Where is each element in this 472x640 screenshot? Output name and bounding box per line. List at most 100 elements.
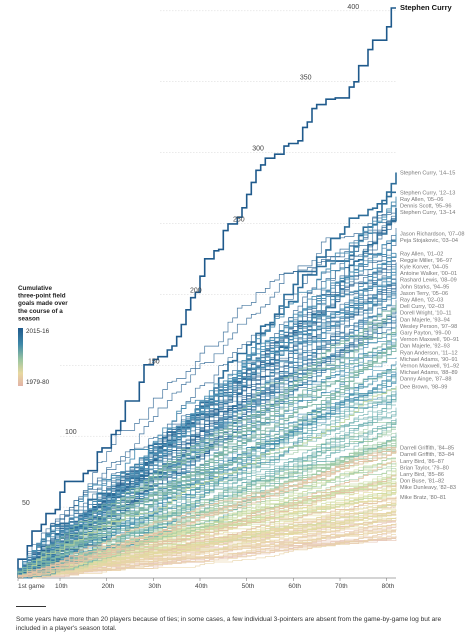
legend-title-line: goals made over bbox=[18, 300, 68, 307]
y-tick-100: 100 bbox=[65, 429, 77, 436]
legend-title-line: the course of a bbox=[18, 308, 63, 315]
footnote: Some years have more than 20 players bec… bbox=[16, 616, 442, 632]
series-label-5: Stephen Curry, '13–14 bbox=[400, 210, 455, 216]
season-line bbox=[17, 420, 397, 578]
series-label-17: Dorell Wright, '10–11 bbox=[400, 311, 452, 317]
series-label-23: Ryan Anderson, '11–12 bbox=[400, 350, 458, 356]
season-line bbox=[18, 510, 396, 579]
y-tick-400: 400 bbox=[347, 4, 359, 11]
series-line-28 bbox=[17, 386, 397, 578]
season-line bbox=[17, 534, 396, 578]
season-line bbox=[18, 511, 396, 579]
series-label-24: Michael Adams, '90–91 bbox=[400, 357, 458, 363]
series-label-35: Mike Dunleavy, '82–83 bbox=[400, 485, 456, 491]
series-line-31 bbox=[17, 450, 397, 578]
cumulative-threes-chart: 50 100 150 200 250 300 350 400 1st game 10th 20th… bbox=[17, 3, 465, 590]
series-line-19 bbox=[17, 305, 397, 578]
y-tick-250: 250 bbox=[233, 217, 245, 224]
series-label-18: Dan Majerle, '93–94 bbox=[400, 317, 450, 323]
series-label-14: Jason Terry, '05–06 bbox=[400, 291, 448, 297]
legend-gradient-bar bbox=[18, 328, 23, 386]
series-label-10: Kyle Korver, '04–05 bbox=[400, 264, 448, 270]
y-tick-350: 350 bbox=[300, 75, 312, 82]
series-line-30 bbox=[18, 448, 396, 579]
season-line bbox=[18, 404, 396, 579]
series-line-20 bbox=[17, 327, 397, 578]
x-tick-60: 60th bbox=[288, 583, 301, 590]
color-legend: Cumulative three-point field goals made ov… bbox=[18, 285, 68, 386]
series-label-32: Brian Taylor, '79–80 bbox=[400, 465, 449, 471]
series-label-1: Stephen Curry, '14–15 bbox=[400, 170, 455, 176]
series-label-8: Ray Allen, '01–02 bbox=[400, 251, 443, 257]
series-line-7 bbox=[18, 237, 397, 579]
x-tick-labels: 1st game 10th 20th 30th 40th 50th 60th 70th 80th bbox=[17, 578, 395, 590]
series-label-7: Peja Stojakovic, '03–04 bbox=[400, 238, 458, 244]
series-label-2: Stephen Curry, '12–13 bbox=[400, 190, 455, 196]
series-label-33: Larry Bird, '85–86 bbox=[400, 472, 444, 478]
footnote-rule bbox=[16, 606, 46, 607]
legend-low-label: 1979-80 bbox=[26, 379, 50, 386]
series-label-13: John Starks, '94–95 bbox=[400, 284, 449, 290]
series-label-11: Antoine Walker, '00–01 bbox=[400, 271, 457, 277]
series-label-20: Gary Payton, '99–00 bbox=[400, 330, 451, 336]
series-label-12: Rashard Lewis, '08–09 bbox=[400, 278, 457, 284]
y-tick-150: 150 bbox=[148, 358, 160, 365]
x-tick-1: 1st game bbox=[18, 583, 45, 590]
series-line-27 bbox=[17, 368, 397, 578]
season-line bbox=[17, 391, 397, 578]
season-line bbox=[17, 396, 397, 578]
season-line bbox=[17, 218, 397, 578]
legend-title-line: Cumulative bbox=[18, 285, 52, 292]
series-label-25: Vernon Maxwell, '91–92 bbox=[400, 363, 459, 369]
x-tick-20: 20th bbox=[102, 583, 115, 590]
series-line-33 bbox=[17, 461, 396, 578]
series-lines bbox=[17, 7, 397, 579]
series-label-29: Darrell Griffith, '84–85 bbox=[400, 446, 454, 452]
series-label-27: Danny Ainge, '87–88 bbox=[400, 377, 451, 383]
series-label-21: Vernon Maxwell, '90–91 bbox=[400, 337, 459, 343]
legend-high-label: 2015-16 bbox=[26, 328, 50, 335]
series-line-21 bbox=[17, 333, 396, 578]
series-label-9: Reggie Miller, '96–97 bbox=[400, 258, 452, 264]
series-line-11 bbox=[17, 264, 397, 578]
series-label-31: Larry Bird, '86–87 bbox=[400, 459, 444, 465]
legend-title-line: season bbox=[18, 315, 40, 322]
x-tick-10: 10th bbox=[55, 583, 68, 590]
series-label-3: Ray Allen, '05–06 bbox=[400, 197, 443, 203]
series-label-16: Dell Curry, '02–03 bbox=[400, 304, 444, 310]
y-tick-50: 50 bbox=[22, 500, 30, 507]
series-label-19: Wesley Person, '97–98 bbox=[400, 324, 457, 330]
series-line-8 bbox=[17, 253, 397, 578]
legend-title: Cumulative three-point field goals made ov… bbox=[18, 285, 68, 322]
series-line-36 bbox=[18, 497, 397, 579]
season-line bbox=[17, 419, 397, 578]
x-tick-40: 40th bbox=[195, 583, 208, 590]
series-label-0: Stephen Curry bbox=[400, 3, 453, 12]
x-tick-80: 80th bbox=[382, 583, 395, 590]
series-line-18 bbox=[17, 305, 397, 578]
series-label-30: Darrell Griffith, '83–84 bbox=[400, 452, 454, 458]
series-labels: Stephen Curry Stephen Curry, '14–15 Stephe… bbox=[400, 3, 465, 501]
series-label-34: Don Buse, '81–82 bbox=[400, 479, 444, 485]
series-label-26: Michael Adams, '88–89 bbox=[400, 370, 458, 376]
series-line-25 bbox=[17, 348, 397, 578]
series-label-36: Mike Bratz, '80–81 bbox=[400, 495, 446, 501]
y-tick-300: 300 bbox=[252, 146, 264, 153]
x-tick-30: 30th bbox=[148, 583, 161, 590]
series-label-15: Ray Allen, '02–03 bbox=[400, 297, 443, 303]
x-tick-70: 70th bbox=[335, 583, 348, 590]
x-tick-50: 50th bbox=[242, 583, 255, 590]
series-label-4: Dennis Scott, '95–96 bbox=[400, 204, 451, 210]
season-line bbox=[17, 514, 397, 578]
series-label-22: Dan Majerle, '92–93 bbox=[400, 344, 450, 350]
series-label-6: Jason Richardson, '07–08 bbox=[400, 231, 465, 237]
season-line bbox=[17, 418, 397, 578]
y-tick-labels: 50 100 150 200 250 300 350 400 bbox=[22, 4, 359, 507]
series-line-3 bbox=[17, 196, 397, 578]
y-tick-200: 200 bbox=[190, 287, 202, 294]
series-line-32 bbox=[17, 450, 397, 578]
series-line-0 bbox=[17, 7, 396, 578]
season-line bbox=[18, 212, 396, 579]
series-label-28: Dee Brown, '98–99 bbox=[400, 385, 447, 391]
series-line-26 bbox=[17, 342, 397, 578]
